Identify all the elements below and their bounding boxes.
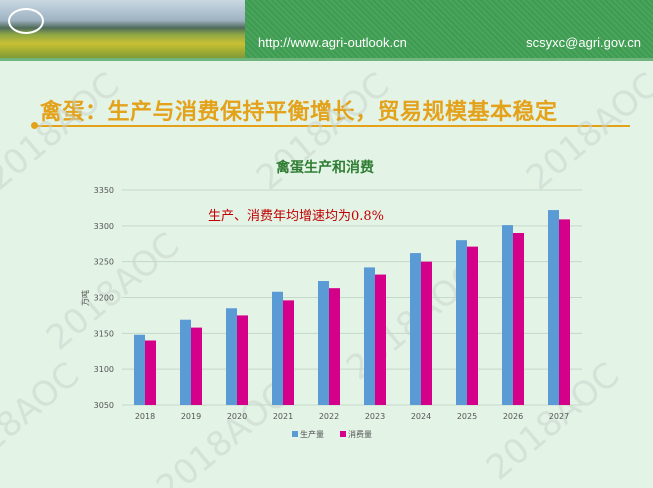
title-underline: [35, 125, 630, 127]
bar-production-2019: [180, 319, 191, 405]
bar-production-2021: [272, 291, 283, 405]
website-link[interactable]: http://www.agri-outlook.cn: [258, 35, 407, 50]
header-banner: http://www.agri-outlook.cn scsyxc@agri.g…: [0, 0, 653, 58]
watermark-text: 2018AOC: [0, 65, 127, 198]
y-tick-label: 3100: [94, 365, 114, 374]
bar-production-2020: [226, 308, 237, 405]
bar-consumption-2022: [329, 288, 340, 405]
bar-consumption-2021: [283, 300, 294, 405]
growth-annotation: 生产、消费年均增速均为0.8%: [208, 209, 384, 224]
header-divider: [0, 58, 653, 61]
y-tick-label: 3050: [94, 401, 114, 410]
legend-swatch: [340, 431, 346, 437]
bar-consumption-2023: [375, 274, 386, 405]
x-tick-label: 2026: [503, 412, 523, 421]
x-tick-label: 2025: [457, 412, 477, 421]
watermark-text: 2018AOC: [0, 355, 87, 488]
x-tick-label: 2027: [549, 412, 569, 421]
bar-consumption-2026: [513, 233, 524, 405]
bar-consumption-2020: [237, 315, 248, 405]
x-tick-label: 2023: [365, 412, 385, 421]
bar-production-2023: [364, 267, 375, 405]
y-tick-label: 3150: [94, 329, 114, 338]
title-bullet: [31, 122, 38, 129]
bar-consumption-2027: [559, 219, 570, 405]
slide-title: 禽蛋：生产与消费保持平衡增长，贸易规模基本稳定: [40, 100, 558, 125]
bar-consumption-2024: [421, 261, 432, 405]
y-axis-label: 万吨: [80, 290, 90, 306]
bar-production-2022: [318, 281, 329, 405]
watermark-text: 2018AOC: [249, 65, 397, 198]
legend-swatch: [292, 431, 298, 437]
legend-label: 生产量: [300, 429, 324, 439]
bar-production-2024: [410, 253, 421, 405]
bar-production-2025: [456, 240, 467, 405]
y-tick-label: 3250: [94, 258, 114, 267]
x-tick-label: 2018: [135, 412, 155, 421]
header-landscape-photo: [0, 0, 245, 58]
bar-production-2027: [548, 210, 559, 405]
x-tick-label: 2024: [411, 412, 431, 421]
x-tick-label: 2022: [319, 412, 339, 421]
x-tick-label: 2019: [181, 412, 201, 421]
bar-consumption-2019: [191, 327, 202, 405]
bar-consumption-2025: [467, 246, 478, 405]
watermark-text: 2018AOC: [519, 65, 653, 198]
x-tick-label: 2020: [227, 412, 247, 421]
bar-consumption-2018: [145, 340, 156, 405]
legend-label: 消费量: [348, 429, 372, 439]
y-tick-label: 3200: [94, 294, 114, 303]
chart-title: 禽蛋生产和消费: [275, 159, 374, 176]
email-link[interactable]: scsyxc@agri.gov.cn: [526, 35, 641, 50]
bar-production-2026: [502, 225, 513, 405]
aoc-logo: [8, 8, 44, 34]
y-tick-label: 3300: [94, 222, 114, 231]
y-tick-label: 3350: [94, 186, 114, 195]
x-tick-label: 2021: [273, 412, 293, 421]
bar-production-2018: [134, 334, 145, 405]
